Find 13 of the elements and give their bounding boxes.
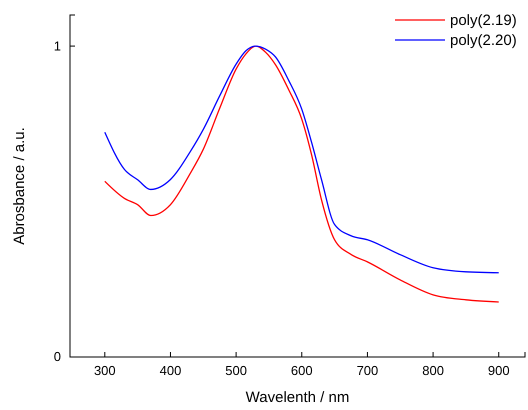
y-tick-label: 1 <box>54 38 61 54</box>
x-tick-label: 300 <box>94 363 116 378</box>
x-tick-label: 600 <box>290 363 313 378</box>
x-tick-label: 400 <box>160 363 182 378</box>
legend-label: poly(2.19) <box>450 12 517 29</box>
y-axis-title: Abrosbance / a.u. <box>11 127 28 245</box>
x-tick-label: 900 <box>488 363 510 378</box>
y-tick-label: 0 <box>54 349 61 364</box>
x-axis-title: Wavelenth / nm <box>246 389 350 406</box>
x-tick-label: 800 <box>422 363 444 378</box>
legend-label: poly(2.20) <box>450 32 517 49</box>
x-tick-label: 500 <box>225 363 247 378</box>
x-tick-label: 700 <box>356 363 378 378</box>
